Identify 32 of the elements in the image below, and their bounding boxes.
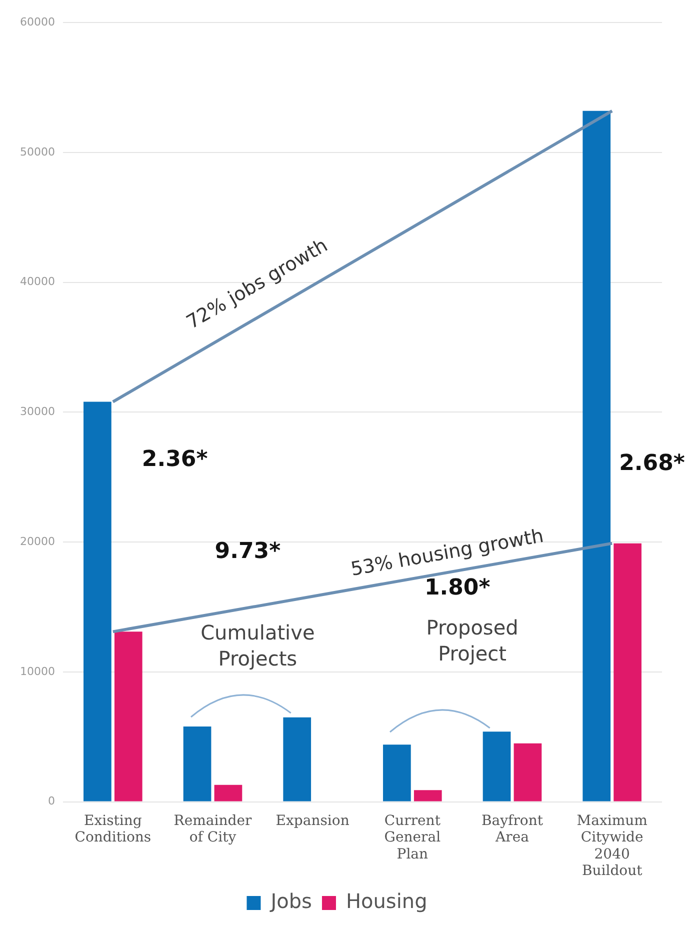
legend-label: Jobs — [268, 889, 312, 914]
annotation: Proposed Project — [426, 615, 518, 666]
y-tick-label: 20000 — [20, 534, 55, 548]
bar — [183, 726, 212, 802]
bar — [482, 732, 511, 802]
y-tick-label: 50000 — [20, 145, 55, 158]
bar — [514, 743, 542, 802]
bar — [614, 543, 642, 802]
bar — [383, 744, 411, 802]
annotation: 9.73* — [214, 539, 282, 564]
annotation: Cumulative Projects — [200, 620, 315, 670]
y-tick-label: 10000 — [20, 664, 55, 678]
x-tick-label: Existing Conditions — [74, 812, 152, 846]
bar — [114, 632, 142, 802]
y-tick-label: 60000 — [20, 15, 55, 28]
x-tick-label: Current General Plan — [384, 812, 442, 862]
annotation: 1.80* — [424, 576, 491, 601]
legend-label: Housing — [346, 889, 428, 914]
y-tick-label: 30000 — [20, 405, 55, 418]
y-tick-label: 0 — [48, 794, 55, 808]
bar — [283, 717, 312, 802]
x-tick-label: Expansion — [276, 812, 350, 829]
annotation: 2.68* — [619, 450, 686, 476]
annotation: 2.36* — [142, 446, 208, 472]
x-tick-label: Maximum Citywide 2040 Buildout — [576, 812, 648, 880]
x-tick-label: Remainder of City — [174, 812, 252, 846]
bar — [214, 784, 242, 802]
bar — [84, 402, 112, 802]
bar — [414, 790, 442, 802]
bar — [582, 110, 611, 802]
x-tick-label: Bayfront Area — [482, 812, 544, 846]
y-tick-label: 40000 — [20, 275, 55, 288]
